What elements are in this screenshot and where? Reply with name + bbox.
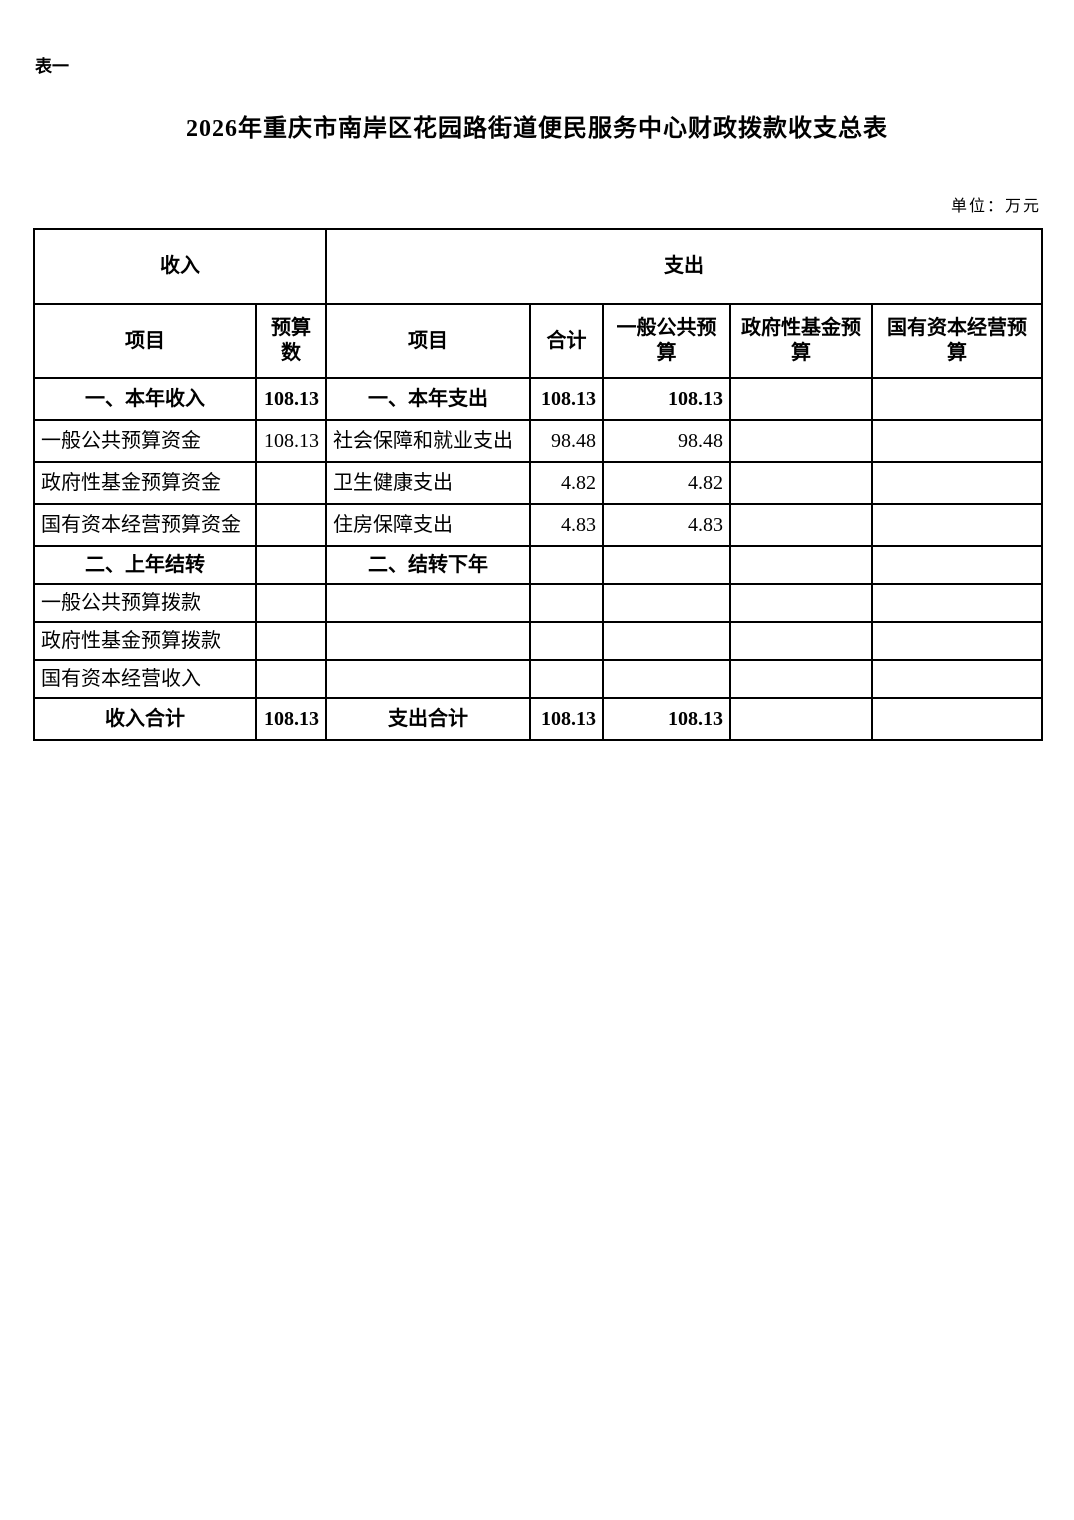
cell-exp-stateowned: [870, 697, 1044, 741]
cell-exp-total: 4.82: [529, 461, 604, 505]
cell-exp-item: [325, 659, 531, 699]
cell-income-budget: [255, 583, 327, 623]
header-exp-stateowned-budget: 国有资本经营预算: [870, 303, 1044, 379]
cell-exp-general: 4.82: [602, 461, 731, 505]
table-row: 政府性基金预算资金 卫生健康支出 4.82 4.82: [33, 461, 1044, 505]
header-income-group: 收入: [33, 228, 327, 305]
cell-exp-stateowned: [870, 583, 1044, 623]
table-row: 收入合计 108.13 支出合计 108.13 108.13: [33, 697, 1044, 741]
cell-income-budget: [255, 659, 327, 699]
table-row: 国有资本经营预算资金 住房保障支出 4.83 4.83: [33, 503, 1044, 547]
cell-income-item: 收入合计: [33, 697, 257, 741]
header-income-item: 项目: [33, 303, 257, 379]
cell-exp-govfund: [729, 697, 873, 741]
cell-exp-govfund: [729, 583, 873, 623]
cell-exp-general: [602, 659, 731, 699]
table-header-columns: 项目 预算数 项目 合计 一般公共预算 政府性基金预算 国有资本经营预算: [33, 303, 1044, 379]
cell-exp-item: 住房保障支出: [325, 503, 531, 547]
cell-income-budget: 108.13: [255, 697, 327, 741]
cell-exp-govfund: [729, 659, 873, 699]
cell-income-item: 国有资本经营预算资金: [33, 503, 257, 547]
budget-table: 收入 支出 项目 预算数 项目 合计 一般公共预算 政府性基金预算 国有资本经营…: [33, 228, 1044, 741]
cell-income-budget: [255, 503, 327, 547]
cell-income-item: 一般公共预算资金: [33, 419, 257, 463]
header-exp-general-budget: 一般公共预算: [602, 303, 731, 379]
cell-income-item: 政府性基金预算拨款: [33, 621, 257, 661]
cell-exp-total: 108.13: [529, 697, 604, 741]
table-row: 政府性基金预算拨款: [33, 621, 1044, 661]
cell-income-item: 一、本年收入: [33, 377, 257, 421]
cell-exp-stateowned: [870, 377, 1044, 421]
cell-income-item: 政府性基金预算资金: [33, 461, 257, 505]
cell-income-item: 一般公共预算拨款: [33, 583, 257, 623]
cell-income-budget: [255, 545, 327, 585]
page-title: 2026年重庆市南岸区花园路街道便民服务中心财政拨款收支总表: [186, 116, 888, 142]
cell-income-item: 二、上年结转: [33, 545, 257, 585]
cell-exp-item: 支出合计: [325, 697, 531, 741]
cell-exp-govfund: [729, 461, 873, 505]
cell-income-budget: 108.13: [255, 377, 327, 421]
cell-exp-general: 108.13: [602, 377, 731, 421]
cell-exp-total: 108.13: [529, 377, 604, 421]
cell-exp-total: 98.48: [529, 419, 604, 463]
cell-exp-general: [602, 621, 731, 661]
cell-exp-item: 社会保障和就业支出: [325, 419, 531, 463]
cell-exp-total: [529, 621, 604, 661]
cell-exp-stateowned: [870, 659, 1044, 699]
table-row: 一般公共预算拨款: [33, 583, 1044, 623]
table-row: 一、本年收入 108.13 一、本年支出 108.13 108.13: [33, 377, 1044, 421]
cell-exp-stateowned: [870, 461, 1044, 505]
cell-exp-general: [602, 545, 731, 585]
cell-exp-govfund: [729, 503, 873, 547]
cell-exp-item: 一、本年支出: [325, 377, 531, 421]
cell-income-item: 国有资本经营收入: [33, 659, 257, 699]
table-row: 二、上年结转 二、结转下年: [33, 545, 1044, 585]
header-exp-govfund-budget: 政府性基金预算: [729, 303, 873, 379]
doc-tag: 表一: [35, 57, 69, 76]
cell-exp-stateowned: [870, 503, 1044, 547]
cell-income-budget: [255, 621, 327, 661]
cell-exp-total: [529, 659, 604, 699]
header-income-budget: 预算数: [255, 303, 327, 379]
cell-exp-total: [529, 583, 604, 623]
cell-exp-govfund: [729, 621, 873, 661]
header-exp-total: 合计: [529, 303, 604, 379]
cell-exp-stateowned: [870, 419, 1044, 463]
cell-exp-general: 108.13: [602, 697, 731, 741]
cell-exp-stateowned: [870, 545, 1044, 585]
cell-income-budget: [255, 461, 327, 505]
unit-note: 单位：万元: [950, 198, 1041, 215]
cell-exp-item: 卫生健康支出: [325, 461, 531, 505]
cell-exp-general: 4.83: [602, 503, 731, 547]
cell-exp-general: [602, 583, 731, 623]
cell-exp-total: 4.83: [529, 503, 604, 547]
cell-exp-total: [529, 545, 604, 585]
cell-exp-govfund: [729, 377, 873, 421]
cell-exp-stateowned: [870, 621, 1044, 661]
header-exp-item: 项目: [325, 303, 531, 379]
table-row: 一般公共预算资金 108.13 社会保障和就业支出 98.48 98.48: [33, 419, 1044, 463]
cell-exp-item: [325, 583, 531, 623]
table-header-groups: 收入 支出: [33, 228, 1044, 305]
table-row: 国有资本经营收入: [33, 659, 1044, 699]
cell-income-budget: 108.13: [255, 419, 327, 463]
cell-exp-general: 98.48: [602, 419, 731, 463]
cell-exp-govfund: [729, 545, 873, 585]
cell-exp-item: [325, 621, 531, 661]
cell-exp-govfund: [729, 419, 873, 463]
header-expenditure-group: 支出: [324, 228, 1044, 305]
cell-exp-item: 二、结转下年: [325, 545, 531, 585]
